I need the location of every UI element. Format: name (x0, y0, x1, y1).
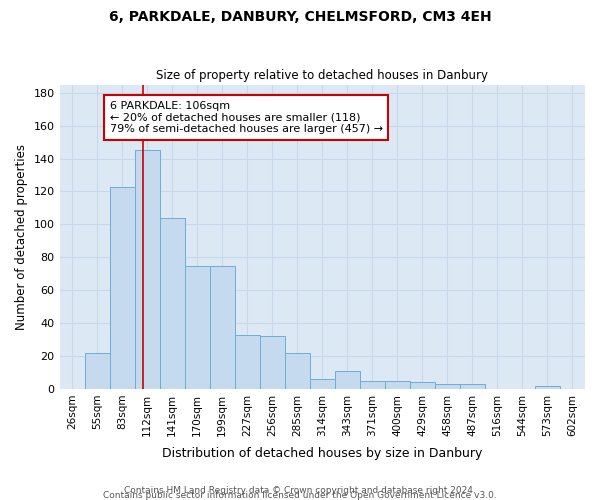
Y-axis label: Number of detached properties: Number of detached properties (15, 144, 28, 330)
Bar (209, 266, 235, 389)
Title: Size of property relative to detached houses in Danbury: Size of property relative to detached ho… (156, 69, 488, 82)
Text: 6 PARKDALE: 106sqm
← 20% of detached houses are smaller (118)
79% of semi-detach: 6 PARKDALE: 106sqm ← 20% of detached hou… (110, 101, 383, 134)
Bar (110, 186, 134, 389)
Bar (435, 384, 460, 389)
Bar (360, 380, 385, 389)
Bar (185, 266, 209, 389)
Text: 6, PARKDALE, DANBURY, CHELMSFORD, CM3 4EH: 6, PARKDALE, DANBURY, CHELMSFORD, CM3 4E… (109, 10, 491, 24)
Bar (335, 371, 360, 389)
Bar (285, 352, 310, 389)
Bar (410, 382, 435, 389)
Bar (134, 150, 160, 389)
Text: Contains HM Land Registry data © Crown copyright and database right 2024.: Contains HM Land Registry data © Crown c… (124, 486, 476, 495)
Bar (235, 334, 260, 389)
Bar (385, 380, 410, 389)
Bar (310, 379, 335, 389)
Bar (85, 352, 110, 389)
Bar (535, 386, 560, 389)
Bar (160, 218, 185, 389)
Bar (460, 384, 485, 389)
Bar (260, 336, 285, 389)
Text: Contains public sector information licensed under the Open Government Licence v3: Contains public sector information licen… (103, 491, 497, 500)
X-axis label: Distribution of detached houses by size in Danbury: Distribution of detached houses by size … (162, 447, 482, 460)
